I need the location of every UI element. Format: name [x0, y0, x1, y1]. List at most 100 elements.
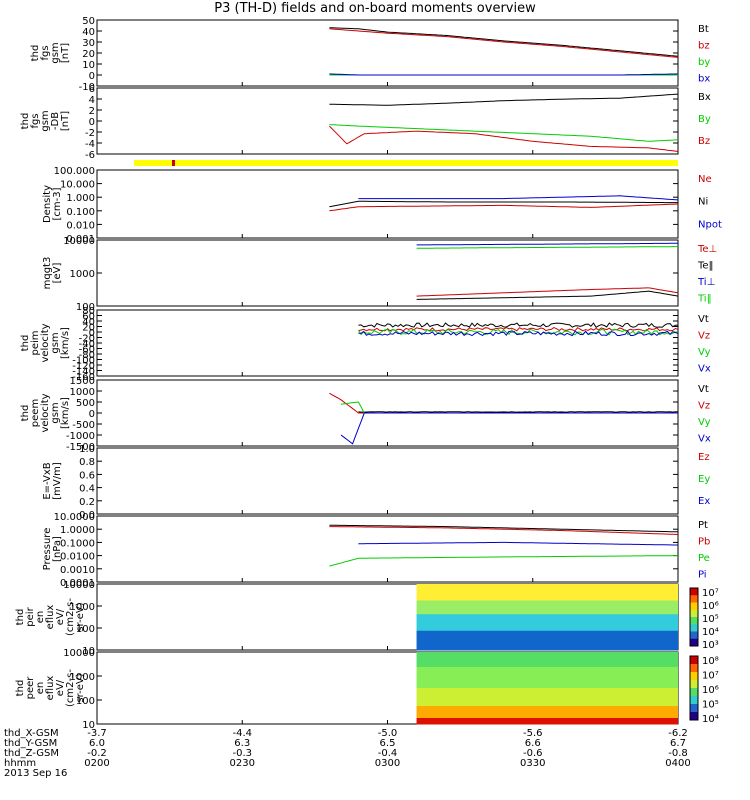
series-Vy — [340, 401, 678, 414]
heatmap-cell — [416, 614, 678, 618]
y-tick-label: -160 — [72, 372, 95, 383]
heatmap-cell — [416, 600, 678, 604]
y-axis-label: [nPa] — [52, 536, 63, 562]
heatmap-cell — [416, 619, 678, 623]
y-axis-label: fgs — [30, 113, 41, 128]
y-tick-label: 0.0 — [79, 510, 95, 521]
x-tick-label: -0.2 — [87, 748, 107, 759]
colorbar-segment — [690, 704, 698, 713]
colorbar-segment — [690, 712, 698, 721]
heatmap-cell — [416, 721, 678, 725]
heatmap-cell — [416, 706, 678, 710]
x-tick-label: 0330 — [520, 758, 545, 769]
series-Ne — [329, 203, 679, 212]
ephemeris-bar — [134, 160, 678, 166]
heatmap-cell — [416, 595, 678, 599]
y-tick-label: 100 — [76, 302, 95, 313]
y-axis-label: peem — [30, 399, 41, 427]
y-tick-label: 1.000 — [66, 193, 95, 204]
y-tick-label: 50 — [82, 16, 95, 27]
heatmap-cell — [416, 644, 678, 648]
heatmap-cell — [416, 718, 678, 722]
legend-Vx: Vx — [698, 364, 711, 375]
series-Vy — [357, 328, 678, 336]
colorbar-segment — [690, 609, 698, 618]
legend-Vt: Vt — [698, 314, 709, 325]
x-tick-label: -0.3 — [232, 748, 252, 759]
y-tick-label: -2 — [85, 128, 95, 139]
y-axis-label: en — [35, 682, 46, 695]
y-tick-label: 1000 — [70, 387, 95, 398]
colorbar-label: 10⁶ — [702, 601, 719, 612]
y-tick-label: 0.4 — [79, 484, 95, 495]
x-tick-label: 0200 — [84, 758, 109, 769]
series-Vt — [358, 322, 679, 328]
y-tick-label: 80 — [82, 306, 95, 317]
series-Bx — [329, 93, 679, 106]
colorbar-label: 10⁷ — [702, 671, 719, 682]
y-axis-label: velocity — [40, 323, 51, 362]
y-axis-label: eflux — [45, 605, 56, 630]
legend-Ti⊥: Ti⊥ — [697, 277, 715, 288]
series-Bt — [329, 27, 679, 57]
heatmap-cell — [416, 673, 678, 677]
heatmap-cell — [416, 639, 678, 643]
legend-Bx: Bx — [698, 92, 711, 103]
series-bx — [329, 73, 679, 76]
panel-frame-2 — [96, 169, 679, 239]
y-tick-label: 0.8 — [79, 457, 95, 468]
y-tick-label: -4 — [85, 139, 95, 150]
y-tick-label: 0.2 — [79, 497, 95, 508]
heatmap-cell — [416, 703, 678, 707]
heatmap-cell — [416, 652, 678, 656]
legend-Pb: Pb — [698, 537, 710, 548]
y-tick-label: 20 — [82, 49, 95, 60]
heatmap-cell — [416, 694, 678, 698]
y-tick-label: 1000 — [70, 269, 95, 280]
y-tick-label: 40 — [82, 317, 95, 328]
legend-Vy: Vy — [698, 417, 711, 428]
y-axis-label: thd — [15, 609, 26, 626]
x-tick-label: -4.4 — [232, 728, 252, 739]
colorbar-label: 10⁶ — [702, 685, 719, 696]
colorbar-frame — [689, 587, 699, 647]
y-tick-label: 0.0100 — [60, 552, 95, 563]
series-Vz — [358, 327, 679, 332]
series-Te‖ — [416, 290, 679, 300]
y-tick-label: -140 — [72, 367, 95, 378]
panel-frame-6 — [96, 447, 679, 515]
series-Pi — [358, 541, 678, 546]
y-axis-label: sr-eV) — [75, 602, 86, 631]
y-tick-label: 1.0000 — [60, 525, 95, 536]
colorbar-segment — [690, 595, 698, 603]
y-tick-label: 60 — [82, 312, 95, 323]
series-Pe — [329, 555, 678, 567]
y-axis-label: E=-VxB — [42, 462, 53, 499]
y-tick-label: 0.0001 — [60, 578, 95, 589]
colorbar-segment — [690, 672, 698, 681]
series-Te⊥ — [416, 287, 679, 297]
x-tick-label: -0.8 — [668, 748, 688, 759]
panel-frame-4 — [96, 309, 679, 377]
heatmap-cell — [416, 661, 678, 665]
heatmap-cell — [416, 655, 678, 659]
legend-Bt: Bt — [698, 24, 709, 35]
legend-bz: bz — [698, 41, 710, 52]
legend-Bz: Bz — [698, 136, 710, 147]
y-tick-label: 10 — [82, 60, 95, 71]
y-tick-label: -100 — [72, 356, 95, 367]
y-tick-label: -60 — [79, 345, 95, 356]
colorbar-segment — [690, 631, 698, 640]
colorbar-label: 10³ — [702, 640, 719, 651]
y-axis-label: [cm-3] — [52, 187, 63, 220]
y-tick-label: 0 — [89, 328, 95, 339]
legend-Vx: Vx — [698, 434, 711, 445]
y-axis-label: Pressure — [42, 528, 53, 571]
x-tick-label: 6.7 — [670, 738, 686, 749]
series-Vx — [358, 330, 679, 337]
colorbar-segment — [690, 602, 698, 611]
y-tick-label: -80 — [79, 350, 95, 361]
colorbar-label: 10⁴ — [702, 627, 719, 638]
heatmap-cell — [416, 688, 678, 692]
x-tick-label: -0.6 — [523, 748, 543, 759]
